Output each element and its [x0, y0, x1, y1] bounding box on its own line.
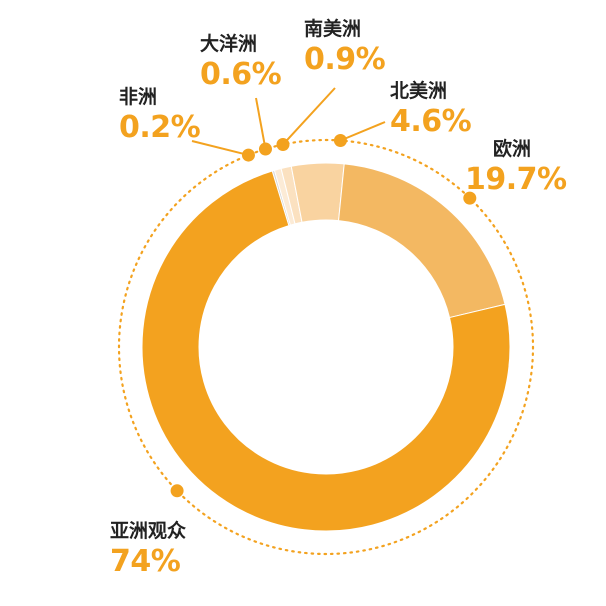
label-south-america: 南美洲 0.9% [304, 18, 386, 77]
label-value: 0.2% [119, 110, 201, 145]
dotted-guide-ring [117, 138, 535, 556]
label-africa: 非洲 0.2% [119, 86, 201, 145]
label-value: 0.9% [304, 42, 386, 77]
label-name: 南美洲 [304, 18, 362, 40]
label-name: 非洲 [119, 86, 158, 108]
marker-dot-4 [463, 191, 477, 205]
leader-line-2 [282, 87, 336, 146]
label-europe: 欧洲 19.7% [465, 140, 567, 195]
label-value: 74% [110, 544, 181, 579]
leader-line-0 [191, 140, 249, 157]
label-name: 亚洲观众 [110, 520, 187, 542]
marker-dot-1 [258, 142, 272, 156]
label-oceania: 大洋洲 0.6% [200, 33, 282, 92]
label-value: 4.6% [390, 104, 472, 139]
label-asia: 亚洲观众 74% [110, 522, 186, 577]
marker-dot-5 [170, 484, 184, 498]
label-name: 北美洲 [390, 80, 448, 102]
label-value: 19.7% [465, 162, 567, 197]
marker-dot-3 [333, 134, 347, 148]
donut-slice-5 [141, 170, 511, 532]
label-north-america: 北美洲 4.6% [390, 80, 472, 139]
marker-dot-2 [276, 138, 290, 152]
label-name: 大洋洲 [200, 33, 258, 55]
marker-dot-0 [241, 148, 255, 162]
leader-line-1 [255, 97, 267, 150]
label-value: 0.6% [200, 57, 282, 92]
leader-line-3 [340, 121, 386, 142]
label-name: 欧洲 [493, 138, 532, 160]
